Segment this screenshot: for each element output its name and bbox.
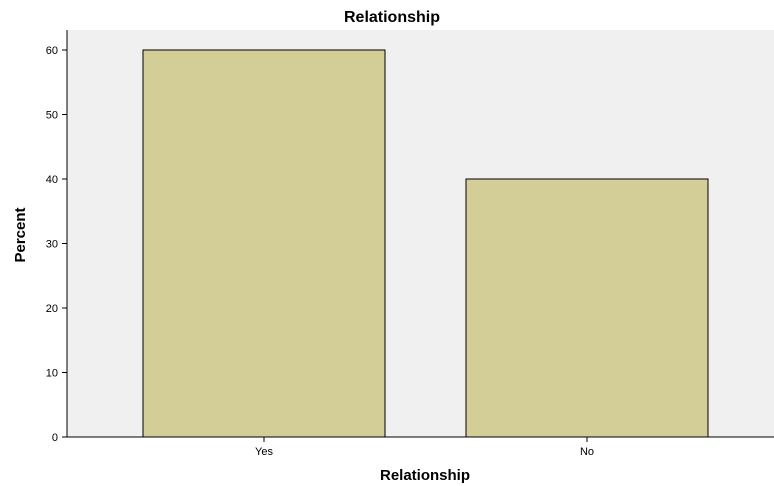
x-tick-label: Yes (255, 446, 273, 458)
bar-yes (142, 49, 386, 438)
x-tick-label: No (580, 446, 594, 458)
y-axis-ticks: 0 10 20 30 40 50 60 (46, 45, 67, 444)
bars-group (142, 49, 709, 438)
y-tick-label: 30 (46, 239, 58, 251)
x-axis-ticks: Yes No (255, 437, 594, 458)
y-tick-label: 0 (52, 432, 58, 444)
y-tick-label: 10 (46, 368, 58, 380)
x-axis-title: Relationship (380, 467, 470, 484)
y-axis-title: Percent (12, 207, 29, 262)
chart-title: Relationship (344, 9, 440, 26)
y-tick-label: 20 (46, 303, 58, 315)
y-tick-label: 60 (46, 45, 58, 57)
y-tick-label: 50 (46, 110, 58, 122)
bar-no (465, 178, 709, 438)
y-tick-label: 40 (46, 174, 58, 186)
